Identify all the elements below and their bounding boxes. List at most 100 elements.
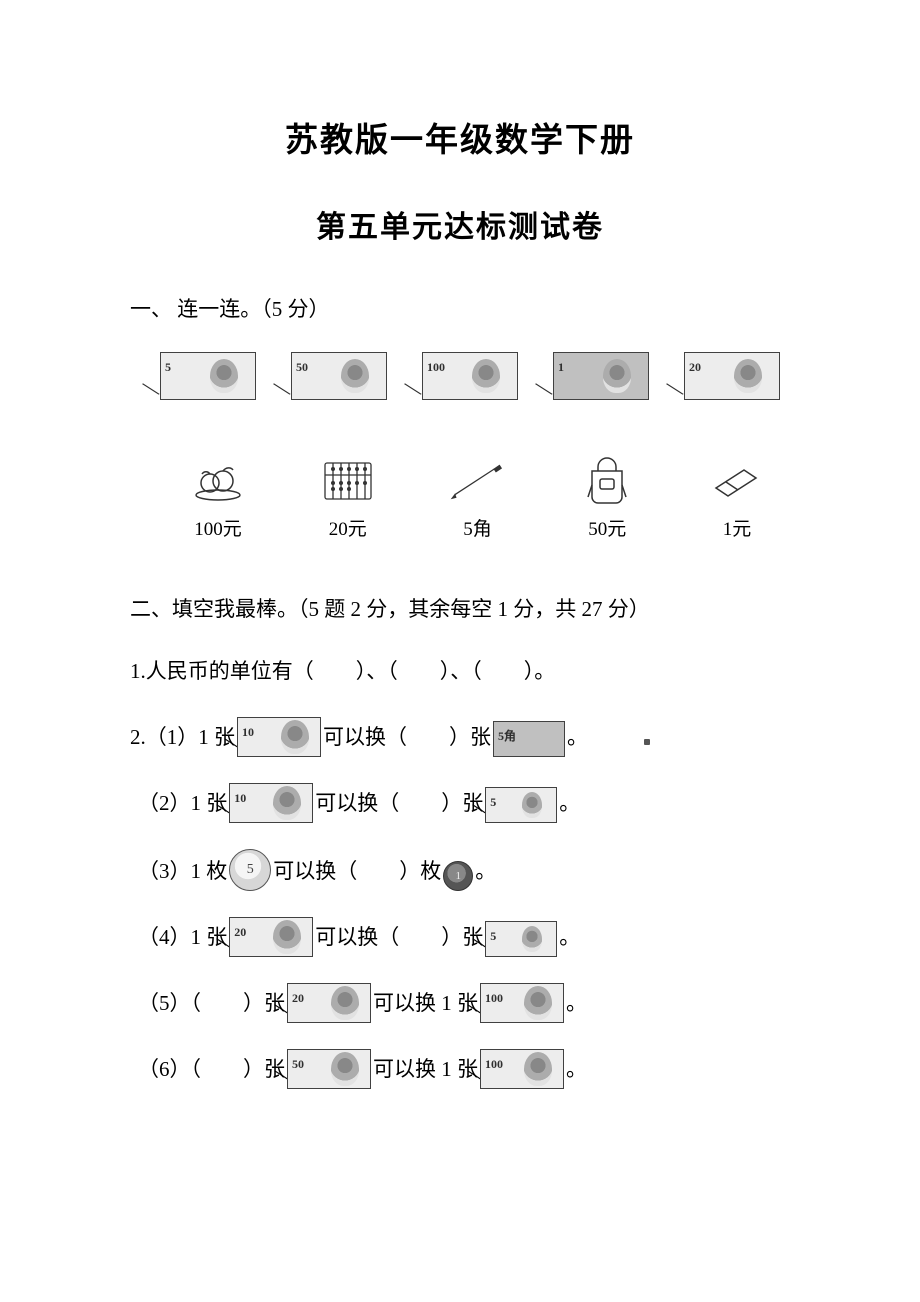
- portrait-icon: [210, 359, 238, 393]
- banknote-denom: 5: [165, 356, 171, 379]
- q2-2-line-2: （2）1 张 ╲ 10 可以换（ ）张 ╲ 5 。: [138, 783, 790, 823]
- q2-2-line-6: （6）（ ）张 ╲ 50 可以换 1 张 ╲ 100 。: [138, 1049, 790, 1089]
- portrait-icon: [524, 1052, 552, 1086]
- portrait-icon: [472, 359, 500, 393]
- line-prefix: 2.（1）1 张: [130, 718, 235, 758]
- stray-mark-icon: [644, 739, 650, 745]
- line-suffix: 。: [559, 784, 580, 824]
- banknote-row: ╲ 5 ╲ 50 ╲ 100 ╲ 1 ╲ 20: [160, 352, 780, 400]
- q2-2-line-3: （3）1 枚 5 可以换（ ）枚 1 。: [138, 849, 790, 891]
- item-label: 1元: [723, 512, 752, 548]
- line-suffix: 。: [475, 852, 496, 892]
- banknote-5: 5: [485, 921, 557, 957]
- worksheet-page: 苏教版一年级数学下册 第五单元达标测试卷 一、 连一连。（5 分） ╲ 5 ╲ …: [0, 0, 920, 1302]
- line-prefix: （5）（ ）张: [138, 984, 285, 1024]
- corner-mark: ╲: [271, 376, 293, 405]
- abacus-icon: [318, 458, 378, 504]
- q2-2-line-1: 2.（1）1 张 ╲ 10 可以换（ ）张 5角 。: [130, 717, 790, 757]
- banknote-denom: 5角: [498, 725, 516, 748]
- line-mid: 可以换（ ）枚: [273, 852, 441, 892]
- pencil-icon: [448, 458, 508, 504]
- coin-denom: 1: [456, 866, 462, 887]
- section-1-heading: 一、 连一连。（5 分）: [130, 290, 790, 330]
- line-mid: 可以换（ ）张: [315, 918, 483, 958]
- corner-mark: ╲: [533, 376, 555, 405]
- q2-2-line-5: （5）（ ）张 ╲ 20 可以换 1 张 ╲ 100 。: [138, 983, 790, 1023]
- banknote-50: ╲ 50: [291, 352, 387, 400]
- line-mid: 可以换 1 张: [373, 984, 478, 1024]
- q2-1: 1.人民币的单位有（ ）、（ ）、（ ）。: [130, 652, 790, 692]
- banknote-denom: 50: [296, 356, 308, 379]
- item-label: 5角: [463, 512, 492, 548]
- coin-1jiao: 1: [443, 861, 473, 891]
- coin-5jiao: 5: [229, 849, 271, 891]
- item-abacus: 20元: [300, 458, 396, 548]
- item-bag: 50元: [559, 458, 655, 548]
- item-label: 100元: [194, 512, 242, 548]
- banknote-denom: 5: [490, 925, 496, 948]
- portrait-icon: [524, 986, 552, 1020]
- item-label: 50元: [588, 512, 626, 548]
- line-prefix: （4）1 张: [138, 918, 227, 958]
- line-prefix: （6）（ ）张: [138, 1050, 285, 1090]
- banknote-100: 100: [480, 1049, 564, 1089]
- line-suffix: 。: [566, 984, 587, 1024]
- section-1: 一、 连一连。（5 分） ╲ 5 ╲ 50 ╲ 100 ╲ 1: [130, 290, 790, 548]
- item-label: 20元: [329, 512, 367, 548]
- portrait-icon: [331, 1052, 359, 1086]
- line-suffix: 。: [567, 718, 588, 758]
- banknote-5jiao: 5角: [493, 721, 565, 757]
- portrait-icon: [331, 986, 359, 1020]
- banknote-20: 20: [287, 983, 371, 1023]
- line-prefix: （3）1 枚: [138, 852, 227, 892]
- banknote-100: ╲ 100: [422, 352, 518, 400]
- banknote-denom: 20: [292, 987, 304, 1010]
- portrait-icon: [281, 720, 309, 754]
- banknote-1: ╲ 1: [553, 352, 649, 400]
- banknote-denom: 5: [490, 791, 496, 814]
- banknote-denom: 100: [485, 987, 503, 1010]
- page-title: 苏教版一年级数学下册: [130, 110, 790, 173]
- eraser-icon: [707, 458, 767, 504]
- banknote-100: 100: [480, 983, 564, 1023]
- coin-denom: 5: [247, 857, 254, 884]
- banknote-20: ╲ 20: [684, 352, 780, 400]
- portrait-icon: [522, 926, 542, 952]
- line-mid: 可以换 1 张: [373, 1050, 478, 1090]
- portrait-icon: [603, 359, 631, 393]
- banknote-denom: 100: [485, 1053, 503, 1076]
- fruit-icon: [188, 458, 248, 504]
- line-mid: 可以换（ ）张: [323, 718, 491, 758]
- line-prefix: （2）1 张: [138, 784, 227, 824]
- item-pencil: 5角: [430, 458, 526, 548]
- banknote-denom: 10: [234, 787, 246, 810]
- portrait-icon: [273, 920, 301, 954]
- line-mid: 可以换（ ）张: [315, 784, 483, 824]
- banknote-10: 10: [229, 783, 313, 823]
- banknote-10: 10: [237, 717, 321, 757]
- banknote-denom: 1: [558, 356, 564, 379]
- line-suffix: 。: [559, 918, 580, 958]
- item-fruit: 100元: [170, 458, 266, 548]
- page-subtitle: 第五单元达标测试卷: [130, 199, 790, 256]
- item-row: 100元 20元 5角 50元: [170, 458, 785, 548]
- portrait-icon: [734, 359, 762, 393]
- banknote-denom: 100: [427, 356, 445, 379]
- banknote-5: ╲ 5: [160, 352, 256, 400]
- banknote-5: 5: [485, 787, 557, 823]
- banknote-denom: 20: [234, 921, 246, 944]
- portrait-icon: [341, 359, 369, 393]
- section-2: 二、填空我最棒。（5 题 2 分，其余每空 1 分，共 27 分） 1.人民币的…: [130, 590, 790, 1090]
- banknote-denom: 10: [242, 721, 254, 744]
- banknote-denom: 50: [292, 1053, 304, 1076]
- corner-mark: ╲: [664, 376, 686, 405]
- portrait-icon: [273, 786, 301, 820]
- bag-icon: [577, 458, 637, 504]
- corner-mark: ╲: [140, 376, 162, 405]
- portrait-icon: [522, 792, 542, 818]
- item-eraser: 1元: [689, 458, 785, 548]
- q2-2-block: 2.（1）1 张 ╲ 10 可以换（ ）张 5角 。 （2）1 张: [130, 717, 790, 1089]
- banknote-50: 50: [287, 1049, 371, 1089]
- banknote-denom: 20: [689, 356, 701, 379]
- q2-2-line-4: （4）1 张 ╲ 20 可以换（ ）张 ╲ 5 。: [138, 917, 790, 957]
